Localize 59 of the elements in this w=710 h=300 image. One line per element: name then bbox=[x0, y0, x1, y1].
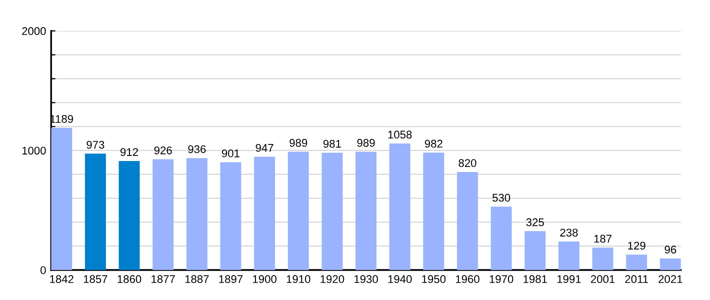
x-tick-label: 1970 bbox=[490, 275, 514, 284]
bar bbox=[51, 128, 72, 270]
x-tick-label: 1910 bbox=[286, 275, 310, 284]
x-tick-label: 1897 bbox=[219, 275, 243, 284]
bar bbox=[186, 158, 208, 270]
data-label: 530 bbox=[492, 194, 510, 202]
x-tick-label: 1940 bbox=[388, 275, 412, 284]
x-tick-label: 1860 bbox=[118, 275, 142, 284]
data-label: 96 bbox=[664, 246, 676, 254]
data-label: 981 bbox=[323, 140, 341, 148]
data-label: 912 bbox=[120, 148, 138, 156]
data-label: 936 bbox=[188, 145, 206, 154]
y-tick-label: 1000 bbox=[22, 146, 46, 155]
x-tick-label: 1900 bbox=[253, 275, 276, 284]
data-label: 947 bbox=[256, 144, 274, 152]
data-label: 901 bbox=[222, 149, 240, 158]
data-label: 820 bbox=[458, 159, 476, 167]
bar bbox=[456, 172, 478, 270]
bar bbox=[524, 231, 546, 270]
x-tick-label: 1950 bbox=[422, 275, 446, 284]
x-tick-label: 2001 bbox=[590, 275, 615, 284]
x-tick-label: 1857 bbox=[84, 275, 108, 284]
x-tick-label: 2021 bbox=[658, 275, 682, 284]
data-label: 1058 bbox=[388, 130, 412, 139]
bar bbox=[118, 160, 140, 270]
x-tick-label: 2011 bbox=[625, 275, 648, 284]
x-tick-label: 1991 bbox=[557, 275, 581, 284]
data-label: 982 bbox=[424, 140, 442, 148]
bar bbox=[84, 154, 106, 270]
x-tick-label: 1842 bbox=[50, 275, 74, 284]
bar bbox=[356, 152, 376, 270]
bar bbox=[558, 242, 580, 270]
y-tick-label: 0 bbox=[40, 266, 46, 274]
data-label: 989 bbox=[357, 138, 375, 147]
x-tick-label: 1960 bbox=[456, 275, 480, 284]
data-label: 973 bbox=[86, 140, 104, 149]
data-label: 989 bbox=[290, 138, 308, 147]
bar bbox=[626, 254, 648, 270]
data-label: 325 bbox=[526, 218, 544, 226]
data-label: 238 bbox=[560, 228, 578, 237]
bar bbox=[592, 248, 614, 270]
x-tick-label: 1877 bbox=[152, 275, 175, 284]
data-label: 187 bbox=[594, 234, 612, 243]
x-tick-label: 1920 bbox=[320, 275, 344, 284]
bar bbox=[152, 159, 174, 270]
y-tick-label: 2000 bbox=[22, 27, 46, 36]
bar bbox=[220, 162, 242, 270]
bar bbox=[423, 152, 444, 270]
x-tick-label: 1930 bbox=[354, 275, 378, 284]
x-tick-label: 1981 bbox=[524, 275, 547, 284]
bar bbox=[660, 258, 681, 270]
data-label: 129 bbox=[628, 242, 646, 250]
x-tick-label: 1887 bbox=[185, 275, 209, 284]
bar bbox=[288, 152, 309, 270]
data-label: 926 bbox=[154, 146, 172, 154]
bar bbox=[322, 152, 343, 270]
bar bbox=[389, 144, 410, 270]
bar bbox=[490, 206, 512, 270]
bar bbox=[254, 156, 276, 270]
